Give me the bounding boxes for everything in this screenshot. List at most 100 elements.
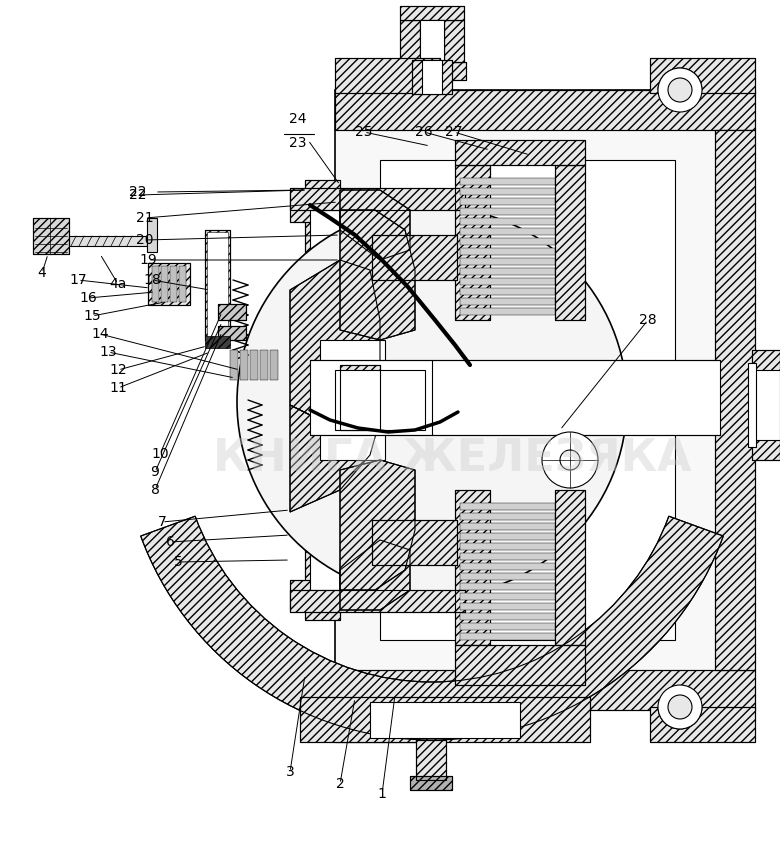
Bar bbox=[422, 60, 442, 94]
Bar bbox=[290, 192, 375, 222]
Bar bbox=[205, 230, 230, 340]
Bar bbox=[460, 543, 555, 550]
Bar bbox=[650, 707, 755, 742]
Bar bbox=[748, 363, 756, 447]
Bar bbox=[455, 140, 585, 165]
Text: 17: 17 bbox=[69, 273, 87, 287]
Bar bbox=[460, 573, 555, 580]
Bar bbox=[230, 350, 238, 380]
Bar bbox=[460, 553, 555, 560]
Text: 1: 1 bbox=[378, 787, 386, 801]
Polygon shape bbox=[340, 460, 415, 590]
Bar bbox=[388, 62, 466, 80]
Bar bbox=[310, 360, 720, 435]
Bar bbox=[33, 218, 69, 254]
Bar bbox=[460, 238, 555, 245]
Bar bbox=[460, 178, 555, 185]
Bar bbox=[305, 180, 340, 620]
Bar bbox=[152, 266, 159, 302]
Bar bbox=[752, 350, 780, 460]
Circle shape bbox=[668, 695, 692, 719]
Bar bbox=[372, 235, 457, 280]
Bar bbox=[412, 60, 452, 94]
Bar bbox=[460, 633, 555, 640]
Bar bbox=[205, 230, 230, 340]
Bar bbox=[460, 268, 555, 275]
Wedge shape bbox=[658, 68, 702, 90]
Polygon shape bbox=[290, 260, 380, 430]
Wedge shape bbox=[140, 516, 723, 740]
Bar bbox=[416, 740, 446, 780]
Bar bbox=[69, 236, 147, 246]
Text: 8: 8 bbox=[151, 483, 159, 497]
Polygon shape bbox=[340, 540, 410, 610]
Text: 23: 23 bbox=[289, 136, 307, 150]
Bar bbox=[260, 350, 268, 380]
Text: 18: 18 bbox=[143, 273, 161, 287]
Bar bbox=[372, 520, 457, 565]
Bar bbox=[460, 563, 555, 570]
Bar bbox=[335, 670, 755, 710]
Bar bbox=[410, 776, 452, 790]
Bar bbox=[380, 160, 675, 640]
Text: 14: 14 bbox=[91, 327, 109, 341]
Bar bbox=[460, 308, 555, 315]
Wedge shape bbox=[658, 707, 702, 729]
Bar bbox=[460, 613, 555, 620]
Bar bbox=[335, 90, 755, 130]
Bar bbox=[400, 20, 420, 62]
Bar bbox=[335, 707, 440, 742]
Bar bbox=[218, 326, 246, 340]
Bar bbox=[460, 278, 555, 285]
Bar bbox=[335, 370, 425, 430]
Bar bbox=[340, 365, 380, 430]
Bar bbox=[147, 218, 157, 252]
Bar bbox=[335, 90, 755, 130]
Bar bbox=[455, 140, 585, 165]
Text: 7: 7 bbox=[158, 515, 166, 529]
Bar bbox=[148, 263, 190, 305]
Bar bbox=[455, 490, 490, 645]
Text: 4: 4 bbox=[37, 266, 46, 280]
Bar bbox=[218, 304, 246, 320]
Bar bbox=[444, 20, 464, 62]
Text: 3: 3 bbox=[285, 765, 294, 779]
Bar bbox=[455, 490, 490, 645]
Bar bbox=[290, 590, 465, 612]
Text: 10: 10 bbox=[151, 447, 168, 461]
Text: 20: 20 bbox=[136, 233, 154, 247]
Bar bbox=[455, 645, 585, 685]
Bar bbox=[460, 288, 555, 295]
Circle shape bbox=[658, 685, 702, 729]
Bar bbox=[290, 192, 375, 222]
Bar bbox=[555, 165, 585, 320]
Bar bbox=[285, 322, 340, 470]
Bar bbox=[335, 58, 440, 93]
Text: 25: 25 bbox=[355, 125, 373, 139]
Bar bbox=[290, 580, 375, 610]
Bar bbox=[460, 593, 555, 600]
Bar bbox=[460, 533, 555, 540]
Polygon shape bbox=[340, 190, 410, 260]
Bar bbox=[460, 623, 555, 630]
Bar bbox=[460, 248, 555, 255]
Bar bbox=[290, 188, 465, 210]
Bar bbox=[218, 326, 246, 340]
Text: 22: 22 bbox=[129, 185, 147, 199]
Bar bbox=[715, 130, 755, 670]
Text: 22: 22 bbox=[129, 188, 147, 202]
Text: 6: 6 bbox=[165, 535, 175, 549]
Bar bbox=[555, 490, 585, 645]
Bar bbox=[416, 740, 446, 780]
Bar bbox=[752, 370, 780, 440]
Text: 4a: 4a bbox=[109, 277, 126, 291]
Bar bbox=[420, 20, 444, 62]
Bar bbox=[218, 304, 246, 320]
Bar bbox=[460, 513, 555, 520]
Bar bbox=[460, 208, 555, 215]
Bar bbox=[370, 702, 520, 738]
Circle shape bbox=[668, 78, 692, 102]
Text: 21: 21 bbox=[136, 211, 154, 225]
Bar bbox=[400, 6, 464, 20]
Bar bbox=[650, 707, 755, 742]
